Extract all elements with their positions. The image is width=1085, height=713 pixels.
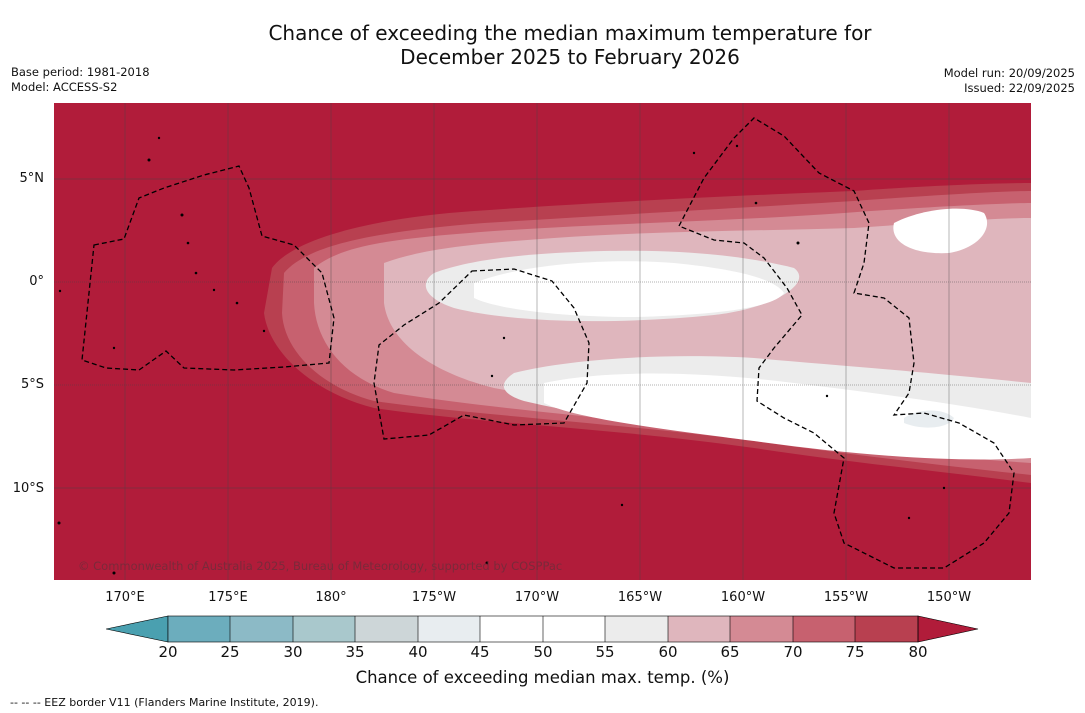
colorbar-low-arrow [106, 615, 169, 643]
issued-date: Issued: 22/09/2025 [964, 81, 1075, 95]
colorbar-segment-75-80 [855, 616, 918, 642]
lat-label-10s: 10°S [12, 481, 44, 496]
lon-label-150w: 150°W [926, 590, 972, 605]
colorbar-segment-35-40 [355, 616, 418, 642]
lon-label-165w: 165°W [617, 590, 663, 605]
colorbar-tick-50: 50 [533, 643, 553, 661]
colorbar-tick-20: 20 [158, 643, 178, 661]
colorbar-tick-40: 40 [408, 643, 428, 661]
meta-left: Base period: 1981-2018 Model: ACCESS-S2 [11, 65, 150, 95]
colorbar-tick-45: 45 [470, 643, 490, 661]
colorbar-segment-70-75 [793, 616, 855, 642]
colorbar-segment-20-25 [168, 616, 230, 642]
forecast-map [54, 103, 1031, 580]
colorbar-title-text: Chance of exceeding median max. temp. (%… [355, 668, 730, 687]
chart-title: Chance of exceeding the median maximum t… [0, 21, 1085, 69]
eez-legend-footer: -- -- -- EEZ border V11 (Flanders Marine… [10, 696, 319, 709]
lat-label-5n: 5°N [19, 171, 45, 186]
title-line-2: December 2025 to February 2026 [400, 45, 740, 69]
colorbar-tick-80: 80 [908, 643, 928, 661]
colorbar-tick-35: 35 [345, 643, 365, 661]
colorbar-segment-40-45 [418, 616, 480, 642]
colorbar-segment-25-30 [230, 616, 293, 642]
lon-label-175e: 175°E [208, 590, 248, 605]
lat-label-0: 0° [29, 274, 44, 289]
colorbar-segment-65-70 [730, 616, 793, 642]
model-run: Model run: 20/09/2025 [943, 66, 1075, 80]
band-45-50-spot [904, 410, 954, 428]
lon-label-175w: 175°W [411, 590, 457, 605]
islands [57, 136, 946, 575]
colorbar-high-arrow [917, 615, 979, 643]
colorbar-segment-60-65 [668, 616, 730, 642]
lon-label-155w: 155°W [823, 590, 869, 605]
map-panel [54, 103, 1031, 580]
copyright-notice: © Commonwealth of Australia 2025, Bureau… [78, 559, 563, 573]
colorbar-segment-45-50 [480, 616, 543, 642]
eez-borders [81, 117, 1015, 569]
colorbar-tick-55: 55 [595, 643, 615, 661]
colorbar-tick-60: 60 [658, 643, 678, 661]
band-50-55-east [893, 208, 988, 254]
colorbar [106, 615, 979, 643]
colorbar-segments [168, 616, 918, 642]
colorbar-tick-65: 65 [720, 643, 740, 661]
lon-label-170e: 170°E [105, 590, 145, 605]
colorbar-tick-70: 70 [783, 643, 803, 661]
lon-label-170w: 170°W [514, 590, 560, 605]
colorbar-segment-55-60 [605, 616, 668, 642]
band-50-55-south [544, 373, 1031, 460]
map-grid [54, 103, 1031, 580]
meta-right: Model run: 20/09/2025 Issued: 22/09/2025 [944, 66, 1075, 96]
base-period: Base period: 1981-2018 [11, 65, 150, 79]
colorbar-segment-30-35 [293, 616, 355, 642]
colorbar-title: Chance of exceeding median max. temp. (%… [0, 668, 1085, 687]
model-name: Model: ACCESS-S2 [11, 80, 118, 94]
lon-label-180: 180° [315, 590, 347, 605]
colorbar-tick-25: 25 [220, 643, 240, 661]
colorbar-segment-50-55 [543, 616, 605, 642]
band-50-55 [474, 261, 784, 317]
title-line-1: Chance of exceeding the median maximum t… [268, 21, 872, 45]
lon-label-160w: 160°W [720, 590, 766, 605]
lat-label-5s: 5°S [20, 377, 44, 392]
colorbar-tick-75: 75 [845, 643, 865, 661]
colorbar-outline [167, 615, 919, 643]
colorbar-tick-30: 30 [283, 643, 303, 661]
